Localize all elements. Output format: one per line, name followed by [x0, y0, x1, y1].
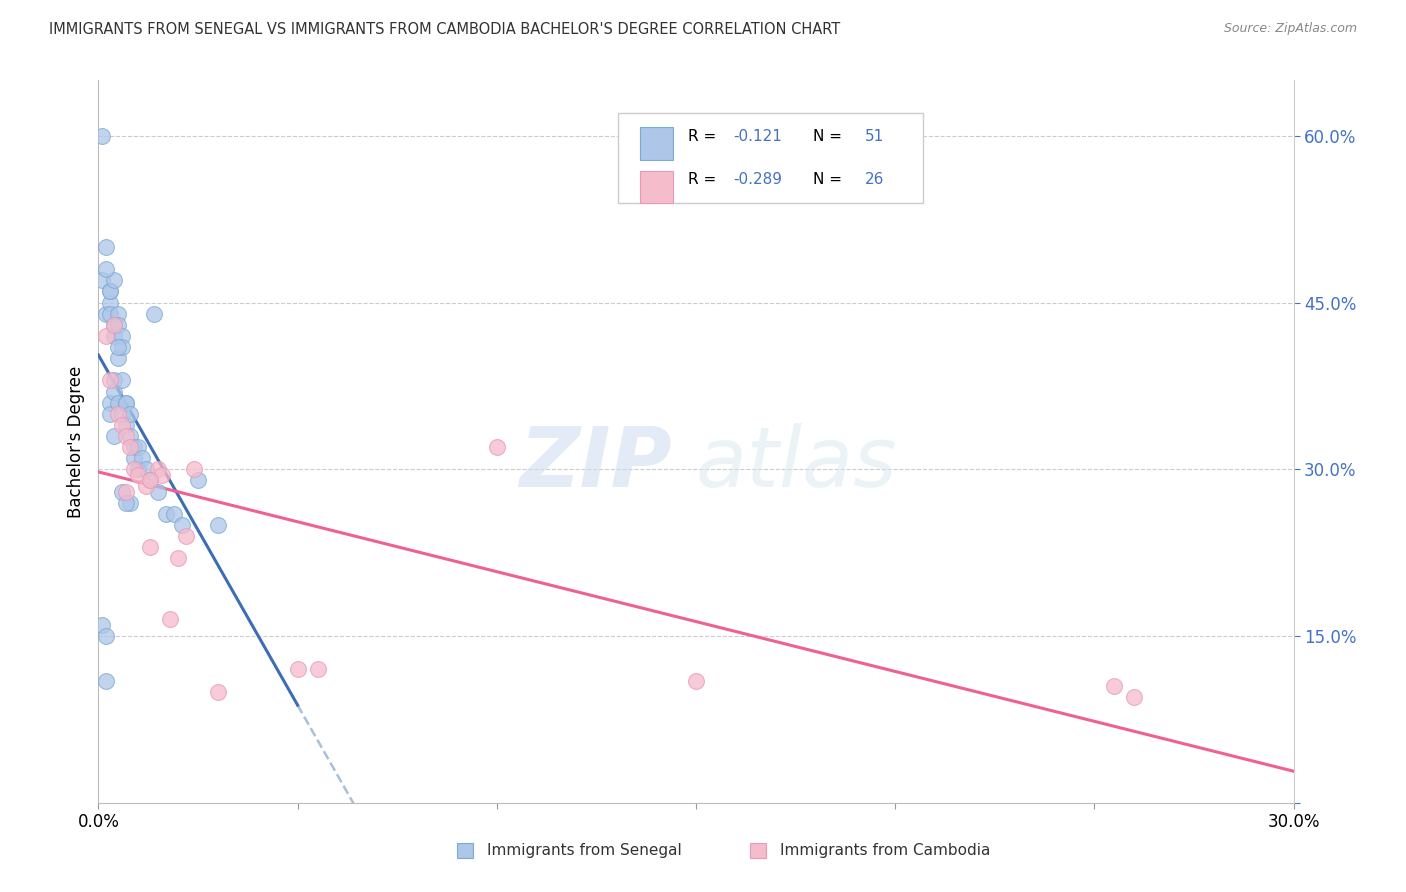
Point	[98, 285, 122, 299]
Text: Source: ZipAtlas.com: Source: ZipAtlas.com	[1223, 22, 1357, 36]
Point	[103, 273, 125, 287]
FancyBboxPatch shape	[619, 112, 922, 203]
Point	[124, 462, 146, 476]
Text: atlas: atlas	[696, 423, 897, 504]
Bar	[457, 843, 472, 858]
Point	[127, 467, 149, 482]
Point	[98, 373, 122, 387]
Text: -0.289: -0.289	[733, 172, 782, 187]
Point	[187, 474, 209, 488]
Point	[96, 262, 118, 277]
Point	[150, 467, 173, 482]
Point	[107, 407, 129, 421]
Point	[148, 484, 170, 499]
Text: Immigrants from Senegal: Immigrants from Senegal	[486, 843, 682, 858]
Point	[107, 318, 129, 332]
Point	[115, 395, 138, 409]
Text: N =: N =	[813, 128, 846, 144]
Point	[103, 429, 125, 443]
Point	[485, 440, 508, 454]
Point	[207, 517, 229, 532]
Point	[107, 340, 129, 354]
Point	[127, 440, 149, 454]
Point	[98, 395, 122, 409]
Point	[287, 662, 309, 676]
Point	[120, 440, 142, 454]
Text: 26: 26	[865, 172, 884, 187]
Point	[107, 351, 129, 366]
Point	[135, 462, 157, 476]
Text: IMMIGRANTS FROM SENEGAL VS IMMIGRANTS FROM CAMBODIA BACHELOR'S DEGREE CORRELATIO: IMMIGRANTS FROM SENEGAL VS IMMIGRANTS FR…	[49, 22, 841, 37]
Point	[96, 240, 118, 254]
Bar	[640, 170, 673, 203]
Point	[120, 429, 142, 443]
Point	[111, 373, 134, 387]
Text: ZIP: ZIP	[519, 423, 672, 504]
Point	[91, 273, 114, 287]
Point	[96, 629, 118, 643]
Point	[115, 484, 138, 499]
Point	[103, 318, 125, 332]
Point	[124, 451, 146, 466]
Point	[96, 329, 118, 343]
Text: -0.121: -0.121	[733, 128, 782, 144]
Point	[143, 307, 166, 321]
Point	[107, 395, 129, 409]
Point	[115, 496, 138, 510]
Point	[98, 295, 122, 310]
Point	[167, 551, 190, 566]
Point	[98, 285, 122, 299]
Point	[98, 407, 122, 421]
Point	[148, 462, 170, 476]
Point	[111, 407, 134, 421]
Y-axis label: Bachelor's Degree: Bachelor's Degree	[66, 366, 84, 517]
Point	[207, 684, 229, 698]
Point	[131, 451, 153, 466]
Point	[1123, 690, 1146, 705]
Point	[103, 384, 125, 399]
Point	[115, 417, 138, 432]
Bar	[749, 843, 765, 858]
Point	[139, 474, 162, 488]
Point	[183, 462, 205, 476]
Point	[98, 307, 122, 321]
Point	[103, 329, 125, 343]
Point	[135, 479, 157, 493]
Point	[111, 329, 134, 343]
Point	[307, 662, 329, 676]
Point	[163, 507, 186, 521]
Point	[1104, 679, 1126, 693]
Point	[111, 417, 134, 432]
Point	[159, 612, 181, 626]
Point	[139, 540, 162, 554]
Point	[103, 318, 125, 332]
Text: N =: N =	[813, 172, 846, 187]
Point	[96, 307, 118, 321]
Text: R =: R =	[688, 172, 721, 187]
Point	[139, 474, 162, 488]
Point	[124, 440, 146, 454]
Point	[115, 395, 138, 409]
Text: Immigrants from Cambodia: Immigrants from Cambodia	[780, 843, 990, 858]
Point	[155, 507, 177, 521]
Point	[111, 340, 134, 354]
Text: R =: R =	[688, 128, 721, 144]
Bar	[640, 128, 673, 160]
Point	[103, 373, 125, 387]
Text: 51: 51	[865, 128, 884, 144]
Point	[91, 618, 114, 632]
Point	[120, 407, 142, 421]
Point	[115, 429, 138, 443]
Point	[111, 484, 134, 499]
Point	[96, 673, 118, 688]
Point	[107, 307, 129, 321]
Point	[91, 128, 114, 143]
Point	[172, 517, 194, 532]
Point	[174, 529, 197, 543]
Point	[685, 673, 707, 688]
Point	[120, 496, 142, 510]
Point	[127, 462, 149, 476]
